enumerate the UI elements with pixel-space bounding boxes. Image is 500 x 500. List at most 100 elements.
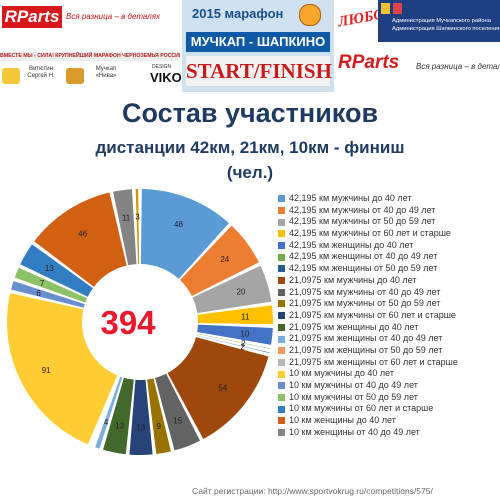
legend-label: 42,195 км женщины от 40 до 49 лет <box>289 251 438 262</box>
rparts-logo-2: RParts <box>338 52 400 73</box>
legend-swatch <box>278 218 285 226</box>
legend-label: 10 км мужчины от 40 до 49 лет <box>289 380 418 390</box>
legend-label: 42,195 км женщины до 40 лет <box>289 239 414 250</box>
registration-link[interactable]: Сайт регистрации: http://www.sportvokrug… <box>192 486 433 496</box>
legend-label: 42,195 км мужчины от 50 до 59 лет <box>289 216 436 227</box>
legend-item: 10 км мужчины от 60 лет и старше <box>278 403 498 415</box>
donut-slice <box>103 377 134 455</box>
legend-item: 10 км мужчины от 40 до 49 лет <box>278 380 498 392</box>
legend-label: 42,195 км мужчины от 40 до 49 лет <box>289 204 436 215</box>
donut-slice <box>135 189 140 265</box>
legend-label: 10 км женщины от 40 до 49 лет <box>289 426 420 437</box>
legend-item: 42,195 км женщины до 40 лет <box>278 240 498 252</box>
legend-swatch <box>278 312 285 320</box>
banner-right: ЛЮБО! Администрация Мучкапского района А… <box>334 0 500 92</box>
legend-item: 42,195 км мужчины до 40 лет <box>278 193 498 205</box>
legend-swatch <box>278 206 285 214</box>
legend-item: 10 км мужчины до 40 лет <box>278 368 498 380</box>
legend-label: 21,0975 км женщины до 40 лет <box>289 321 419 332</box>
crest-icon-2 <box>393 3 402 14</box>
legend-item: 21,0975 км мужчины от 50 до 59 лет <box>278 298 498 310</box>
donut-slice <box>34 192 127 287</box>
legend-label: 42,195 км женщины от 50 до 59 лет <box>289 263 438 274</box>
legend-item: 21,0975 км женщины от 60 лет и старше <box>278 357 498 369</box>
donut-slice <box>95 376 123 449</box>
header-banner: RParts Вся разница – в деталях ВМЕСТЕ МЫ… <box>0 0 500 92</box>
legend-swatch <box>278 277 285 285</box>
legend-label: 10 км мужчины от 60 лет и старше <box>289 403 434 414</box>
crest-icon <box>381 3 390 14</box>
donut-slice <box>113 189 137 266</box>
slice-label: 54 <box>218 383 227 392</box>
chart-title: Состав участников <box>121 98 379 128</box>
legend-swatch <box>278 323 285 331</box>
legend-swatch <box>278 230 285 238</box>
legend-label: 42,195 км мужчины от 60 лет и старше <box>289 228 451 239</box>
sponsor-2: Мучкап «Нива» <box>95 66 117 79</box>
legend-swatch <box>278 393 285 401</box>
donut-slice <box>192 265 272 314</box>
legend-item: 21,0975 км женщины от 50 до 59 лет <box>278 345 498 357</box>
donut-slice <box>196 333 271 349</box>
legend-item: 42,195 км мужчины от 50 до 59 лет <box>278 216 498 228</box>
legend-label: 10 км мужчины от 50 до 59 лет <box>289 391 418 402</box>
legend-item: 42,195 км женщины от 40 до 49 лет <box>278 251 498 263</box>
donut-slice <box>140 189 229 279</box>
legend-label: 21,0975 км женщины от 50 до 59 лет <box>289 344 443 355</box>
sponsor-1: Витютин Сергей Н. <box>27 66 55 79</box>
legend-item: 42,195 км мужчины от 40 до 49 лет <box>278 205 498 217</box>
legend-swatch <box>278 242 285 250</box>
slice-label: 15 <box>173 417 182 426</box>
slogan-left: Вся разница – в деталях <box>66 12 161 21</box>
slice-label: 3 <box>135 213 140 222</box>
legend-swatch <box>278 358 285 366</box>
admin-line-1: Администрация Мучкапского района <box>392 18 491 24</box>
donut-slice <box>147 378 171 454</box>
legend-swatch <box>278 429 285 437</box>
legend-item: 42,195 км женщины от 50 до 59 лет <box>278 263 498 275</box>
legend-swatch <box>278 288 285 296</box>
legend-item: 21,0975 км женщины до 40 лет <box>278 322 498 334</box>
legend-swatch <box>278 417 285 425</box>
donut-slice <box>167 337 269 439</box>
legend-swatch <box>278 253 285 261</box>
banner-center: 2015 марафон МУЧКАП - ШАПКИНО START/FINI… <box>182 0 334 92</box>
legend-label: 21,0975 км женщины от 60 лет и старше <box>289 356 458 367</box>
donut-slice <box>155 373 201 451</box>
legend-label: 10 км женщины до 40 лет <box>289 415 396 426</box>
legend-item: 21,0975 км мужчины до 40 лет <box>278 275 498 287</box>
slice-label: 48 <box>174 220 183 229</box>
slice-label: 6 <box>36 289 41 298</box>
slice-label: 20 <box>236 287 245 296</box>
rparts-logo-text: RParts <box>4 7 60 26</box>
donut-slice <box>11 281 85 308</box>
donut-slice <box>196 335 270 353</box>
donut-slice <box>6 293 118 445</box>
slice-label: 13 <box>115 422 124 431</box>
slice-label: 11 <box>122 213 131 222</box>
legend-item: 42,195 км мужчины от 60 лет и старше <box>278 228 498 240</box>
banner-left: RParts Вся разница – в деталях ВМЕСТЕ МЫ… <box>0 0 182 92</box>
slice-label: 13 <box>136 423 145 432</box>
legend-label: 21,0975 км мужчины до 40 лет <box>289 274 417 285</box>
legend-swatch <box>278 300 285 308</box>
legend-swatch <box>278 405 285 413</box>
donut-slice <box>20 244 93 297</box>
slice-label: 9 <box>157 422 162 431</box>
legend-swatch <box>278 195 285 203</box>
rparts-logo: RParts <box>2 6 62 28</box>
admin-bar: Администрация Мучкапского района Админис… <box>378 0 500 42</box>
legend-item: 10 км мужчины от 50 до 59 лет <box>278 392 498 404</box>
slice-label: 7 <box>40 279 45 288</box>
viko-logo: VIKO <box>150 70 182 85</box>
legend-label: 21,0975 км мужчины от 50 до 59 лет <box>289 298 441 309</box>
slice-label: 91 <box>42 366 51 375</box>
donut-slice <box>129 379 153 455</box>
admin-text: Администрация Мучкапского района Админис… <box>392 17 500 33</box>
donut-slice <box>197 324 273 345</box>
legend-label: 21,0975 км мужчины от 60 лет и старше <box>289 309 456 320</box>
admin-line-2: Администрация Шапкинского поселения <box>392 26 500 32</box>
sponsor-3-top: DESIGN <box>152 64 172 70</box>
legend-swatch <box>278 382 285 390</box>
